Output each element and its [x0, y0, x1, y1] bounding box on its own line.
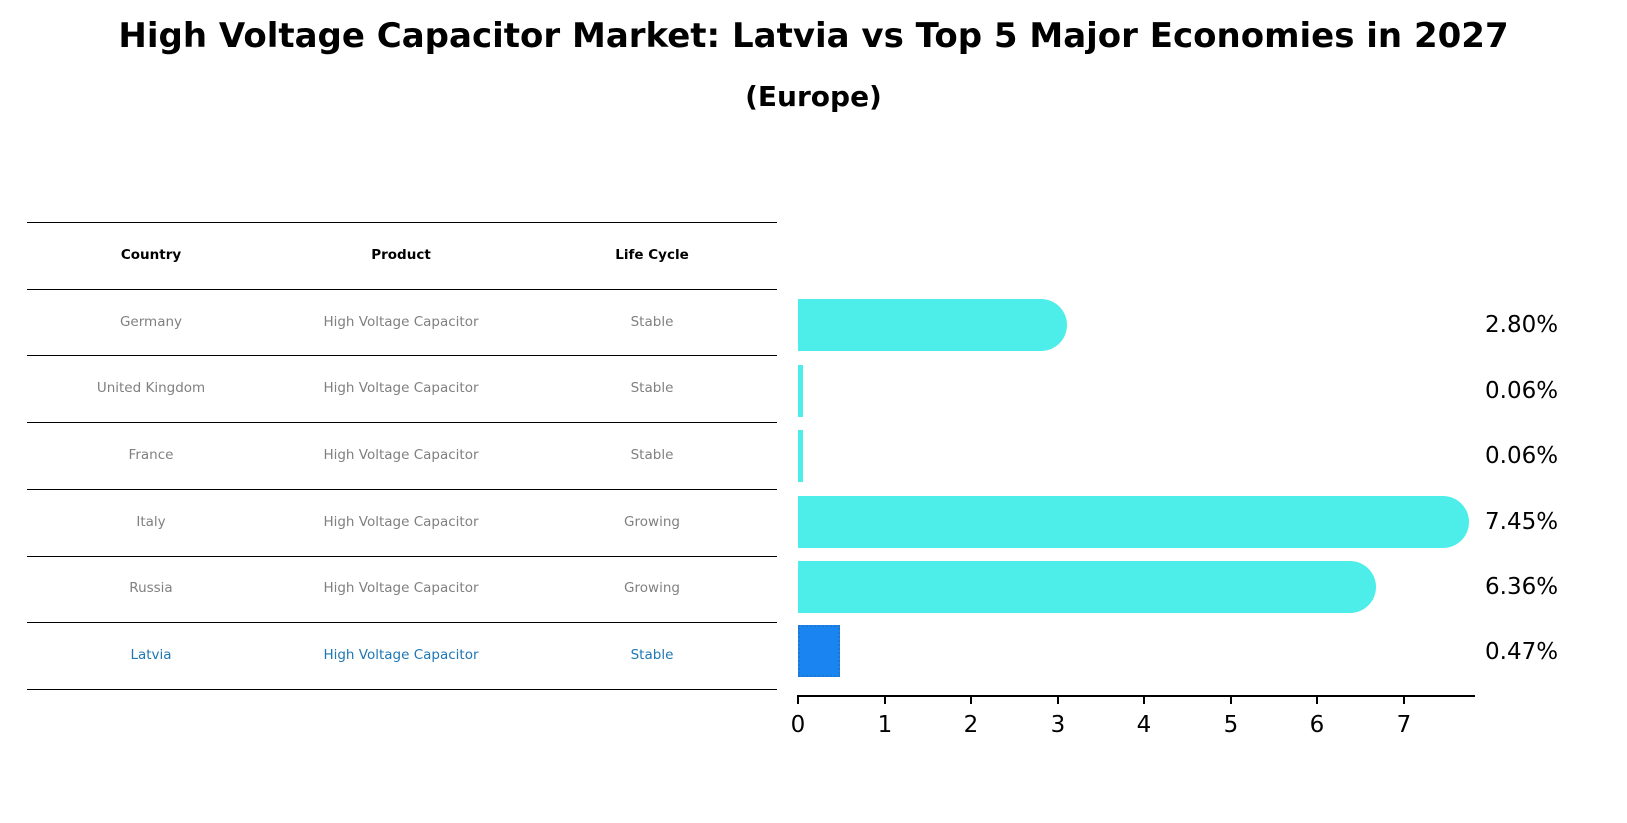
- cell-country: Italy: [136, 514, 166, 530]
- x-tick-label: 2: [963, 712, 979, 738]
- x-tick-label: 5: [1223, 712, 1239, 738]
- table-rule: [27, 689, 777, 690]
- cell-life-cycle-highlight: Stable: [630, 647, 674, 663]
- x-tick-label: 1: [877, 712, 893, 738]
- header-product: Product: [371, 247, 431, 263]
- x-tick: [1057, 696, 1059, 704]
- x-tick-label: 4: [1136, 712, 1152, 738]
- table-rule: [27, 289, 777, 290]
- table-rule: [27, 222, 777, 223]
- x-tick-label: 7: [1396, 712, 1412, 738]
- cell-product: High Voltage Capacitor: [323, 447, 479, 463]
- cell-product: High Voltage Capacitor: [323, 580, 479, 596]
- cell-product-highlight: High Voltage Capacitor: [323, 647, 479, 663]
- cell-country: Germany: [119, 314, 183, 330]
- value-label: 0.06%: [1485, 443, 1559, 469]
- value-label: 6.36%: [1485, 574, 1559, 600]
- value-label: 0.47%: [1485, 639, 1559, 665]
- cell-country: United Kingdom: [96, 380, 206, 396]
- bar-germany: [798, 299, 1067, 351]
- x-tick: [1230, 696, 1232, 704]
- x-tick-label: 6: [1309, 712, 1325, 738]
- x-axis-line: [797, 695, 1475, 697]
- x-tick: [797, 696, 799, 704]
- chart-subtitle: (Europe): [745, 80, 882, 113]
- x-tick: [970, 696, 972, 704]
- cell-product: High Voltage Capacitor: [323, 380, 479, 396]
- bar-italy: [798, 496, 1469, 548]
- table-rule: [27, 622, 777, 623]
- table-rule: [27, 556, 777, 557]
- value-label: 0.06%: [1485, 378, 1559, 404]
- cell-product: High Voltage Capacitor: [323, 314, 479, 330]
- cell-life-cycle: Growing: [624, 580, 680, 596]
- chart-title: High Voltage Capacitor Market: Latvia vs…: [118, 16, 1509, 56]
- cell-country-highlight: Latvia: [130, 647, 172, 663]
- x-tick: [1403, 696, 1405, 704]
- value-label: 7.45%: [1485, 509, 1559, 535]
- table-rule: [27, 489, 777, 490]
- x-tick-label: 3: [1050, 712, 1066, 738]
- x-tick: [1143, 696, 1145, 704]
- cell-product: High Voltage Capacitor: [323, 514, 479, 530]
- cell-life-cycle: Stable: [630, 447, 674, 463]
- x-tick-label: 0: [790, 712, 806, 738]
- cell-life-cycle: Growing: [624, 514, 680, 530]
- bar-russia: [798, 561, 1376, 613]
- cell-life-cycle: Stable: [630, 314, 674, 330]
- cell-country: France: [128, 447, 174, 463]
- bar-latvia-highlight: [798, 625, 840, 677]
- bar-france: [798, 430, 803, 482]
- header-country: Country: [120, 247, 182, 263]
- cell-country: Russia: [129, 580, 173, 596]
- header-life-cycle: Life Cycle: [615, 247, 689, 263]
- x-tick: [884, 696, 886, 704]
- table-rule: [27, 422, 777, 423]
- table-rule: [27, 355, 777, 356]
- cell-life-cycle: Stable: [630, 380, 674, 396]
- bar-united-kingdom: [798, 365, 803, 417]
- x-tick: [1316, 696, 1318, 704]
- value-label: 2.80%: [1485, 312, 1559, 338]
